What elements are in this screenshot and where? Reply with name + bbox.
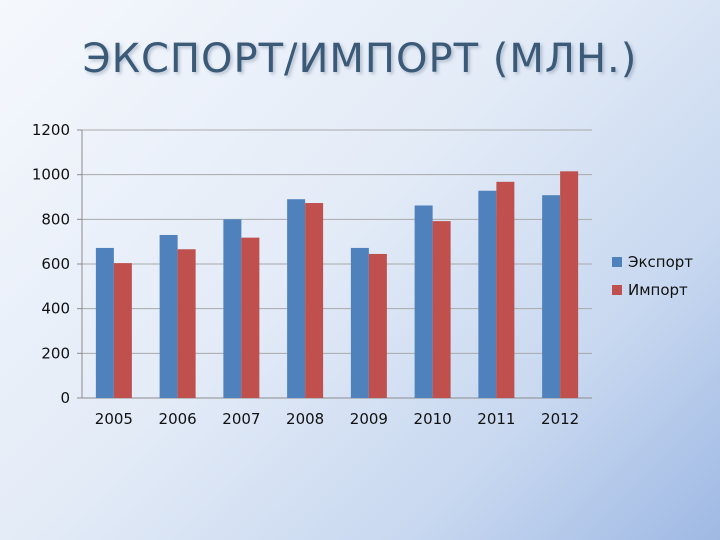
y-tick-label: 1200 <box>32 121 70 139</box>
bar-Экспорт-2005 <box>95 247 114 398</box>
bar-Импорт-2012 <box>560 171 579 398</box>
y-tick-label: 200 <box>41 344 70 362</box>
bar-Импорт-2005 <box>113 263 132 398</box>
x-tick-label: 2012 <box>541 410 579 428</box>
x-tick-label: 2005 <box>95 410 133 428</box>
y-axis-ticks: 0 200 400 600 800 1000 1200 <box>32 121 70 407</box>
x-axis-ticks: 2005 2006 2007 2008 2009 2010 2011 2012 <box>95 410 579 428</box>
bars <box>95 171 579 398</box>
bar-Импорт-2009 <box>368 253 387 398</box>
legend-label: Экспорт <box>628 253 693 271</box>
y-tick-label: 600 <box>41 255 70 273</box>
bar-Импорт-2008 <box>305 203 324 398</box>
y-tick-label: 800 <box>41 210 70 228</box>
y-tick-label: 0 <box>60 389 70 407</box>
bar-Импорт-2010 <box>432 221 451 398</box>
legend-swatch <box>612 257 622 267</box>
y-tick-label: 400 <box>41 300 70 318</box>
legend: Экспорт Импорт <box>612 253 693 299</box>
legend-label: Импорт <box>628 281 688 299</box>
x-tick-label: 2007 <box>222 410 260 428</box>
slide-title: ЭКСПОРТ/ИМПОРТ (МЛН.) <box>82 36 638 82</box>
bar-Экспорт-2008 <box>287 199 306 398</box>
bar-Импорт-2011 <box>496 181 515 398</box>
x-tick-label: 2008 <box>286 410 324 428</box>
bar-Импорт-2006 <box>177 249 196 398</box>
bar-Экспорт-2010 <box>414 205 433 398</box>
x-tick-label: 2010 <box>414 410 452 428</box>
x-tick-label: 2006 <box>159 410 197 428</box>
bar-Экспорт-2012 <box>542 195 561 398</box>
bar-Экспорт-2009 <box>350 247 369 398</box>
bar-Импорт-2007 <box>241 237 260 398</box>
y-tick-label: 1000 <box>32 166 70 184</box>
bar-Экспорт-2006 <box>159 234 178 398</box>
bar-Экспорт-2007 <box>223 219 242 398</box>
gridlines <box>77 129 592 399</box>
x-tick-label: 2011 <box>477 410 515 428</box>
legend-swatch <box>612 285 622 295</box>
x-tick-label: 2009 <box>350 410 388 428</box>
bar-Экспорт-2011 <box>478 190 497 398</box>
